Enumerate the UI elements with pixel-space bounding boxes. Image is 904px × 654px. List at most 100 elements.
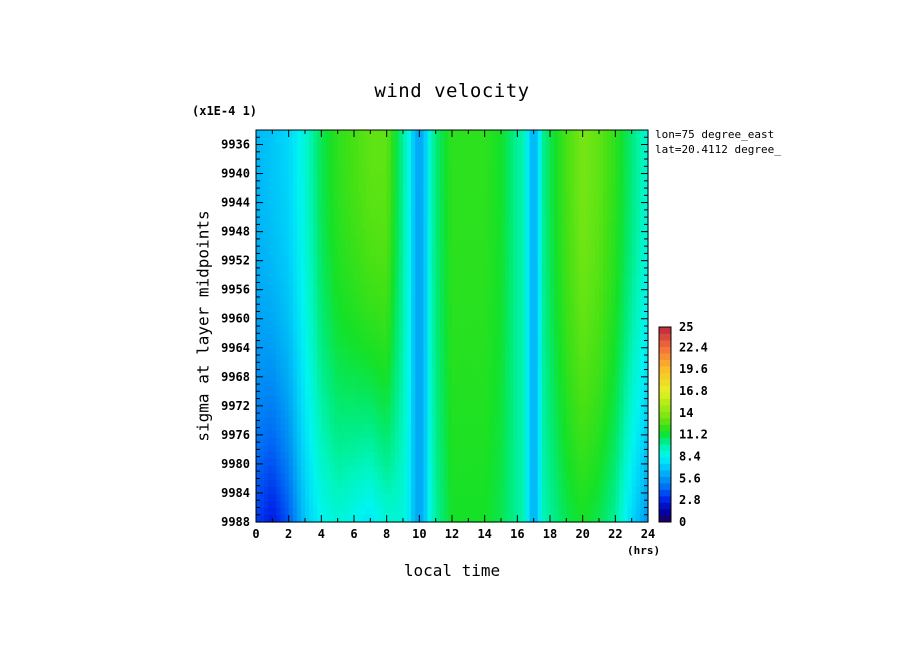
heatmap-cell <box>586 256 592 264</box>
heatmap-cell <box>427 242 433 250</box>
heatmap-cell <box>296 389 302 397</box>
heatmap-cell <box>594 165 600 173</box>
heatmap-cell <box>472 228 478 236</box>
heatmap-cell <box>480 249 486 257</box>
heatmap-cell <box>599 445 604 453</box>
heatmap-cell <box>431 284 437 292</box>
heatmap-cell <box>496 305 502 313</box>
heatmap-cell <box>419 403 425 411</box>
heatmap-cell <box>582 452 588 460</box>
heatmap-cell <box>447 368 453 376</box>
heatmap-cell <box>521 312 527 320</box>
heatmap-cell <box>362 242 367 250</box>
heatmap-cell <box>452 144 457 152</box>
heatmap-cell <box>264 333 269 341</box>
heatmap-cell <box>541 452 547 460</box>
heatmap-cell <box>521 368 527 376</box>
heatmap-cell <box>370 249 376 257</box>
heatmap-cell <box>272 200 278 208</box>
heatmap-cell <box>496 319 502 327</box>
heatmap-cell <box>296 480 302 488</box>
heatmap-cell <box>509 242 514 250</box>
heatmap-cell <box>329 494 335 502</box>
heatmap-cell <box>488 312 494 320</box>
heatmap-cell <box>550 172 555 180</box>
heatmap-cell <box>419 214 425 222</box>
heatmap-cell <box>292 333 298 341</box>
heatmap-cell <box>558 249 563 257</box>
heatmap-cell <box>582 242 588 250</box>
heatmap-cell <box>256 172 261 180</box>
heatmap-cell <box>366 452 371 460</box>
heatmap-cell <box>554 410 559 418</box>
heatmap-cell <box>349 298 355 306</box>
heatmap-cell <box>431 249 437 257</box>
heatmap-cell <box>501 515 506 523</box>
heatmap-cell <box>407 151 412 159</box>
heatmap-cell <box>452 263 457 271</box>
heatmap-cell <box>615 410 621 418</box>
heatmap-cell <box>476 165 482 173</box>
heatmap-cell <box>447 410 453 418</box>
heatmap-cell <box>411 277 416 285</box>
heatmap-cell <box>590 347 596 355</box>
heatmap-cell <box>558 375 563 383</box>
heatmap-cell <box>590 200 596 208</box>
heatmap-cell <box>358 277 363 285</box>
heatmap-cell <box>607 221 612 229</box>
heatmap-cell <box>325 368 331 376</box>
heatmap-cell <box>268 494 273 502</box>
heatmap-cell <box>537 319 543 327</box>
heatmap-cell <box>607 256 612 264</box>
heatmap-cell <box>558 130 563 138</box>
heatmap-cell <box>476 130 482 138</box>
heatmap-cell <box>260 368 265 376</box>
heatmap-cell <box>586 305 592 313</box>
heatmap-cell <box>496 193 502 201</box>
heatmap-cell <box>264 375 269 383</box>
heatmap-cell <box>427 368 433 376</box>
heatmap-cell <box>517 403 523 411</box>
heatmap-cell <box>268 242 273 250</box>
heatmap-cell <box>545 487 551 495</box>
heatmap-cell <box>419 256 425 264</box>
heatmap-cell <box>431 319 437 327</box>
heatmap-cell <box>590 466 596 474</box>
heatmap-cell <box>337 438 343 446</box>
heatmap-cell <box>586 291 592 299</box>
heatmap-cell <box>431 389 437 397</box>
heatmap-cell <box>288 361 294 369</box>
heatmap-cell <box>578 291 584 299</box>
heatmap-cell <box>521 431 527 439</box>
heatmap-cell <box>296 298 302 306</box>
heatmap-cell <box>517 151 523 159</box>
heatmap-cell <box>615 480 621 488</box>
heatmap-cell <box>309 165 314 173</box>
heatmap-cell <box>415 445 420 453</box>
heatmap-cell <box>541 151 547 159</box>
heatmap-cell <box>611 158 616 166</box>
heatmap-cell <box>341 445 347 453</box>
heatmap-cell <box>529 389 535 397</box>
heatmap-cell <box>447 494 453 502</box>
heatmap-cell <box>533 158 539 166</box>
heatmap-cell <box>562 382 567 390</box>
heatmap-cell <box>496 312 502 320</box>
heatmap-cell <box>398 438 404 446</box>
heatmap-cell <box>386 508 392 516</box>
heatmap-cell <box>501 501 506 509</box>
heatmap-cell <box>517 137 523 145</box>
heatmap-cell <box>607 151 612 159</box>
heatmap-cell <box>603 452 608 460</box>
heatmap-cell <box>276 361 282 369</box>
heatmap-cell <box>354 473 359 481</box>
heatmap-cell <box>590 151 596 159</box>
heatmap-cell <box>594 459 600 467</box>
heatmap-cell <box>337 326 343 334</box>
heatmap-cell <box>517 515 523 523</box>
heatmap-cell <box>354 333 359 341</box>
heatmap-cell <box>586 298 592 306</box>
heatmap-cell <box>423 368 429 376</box>
heatmap-cell <box>562 249 567 257</box>
heatmap-cell <box>439 361 445 369</box>
